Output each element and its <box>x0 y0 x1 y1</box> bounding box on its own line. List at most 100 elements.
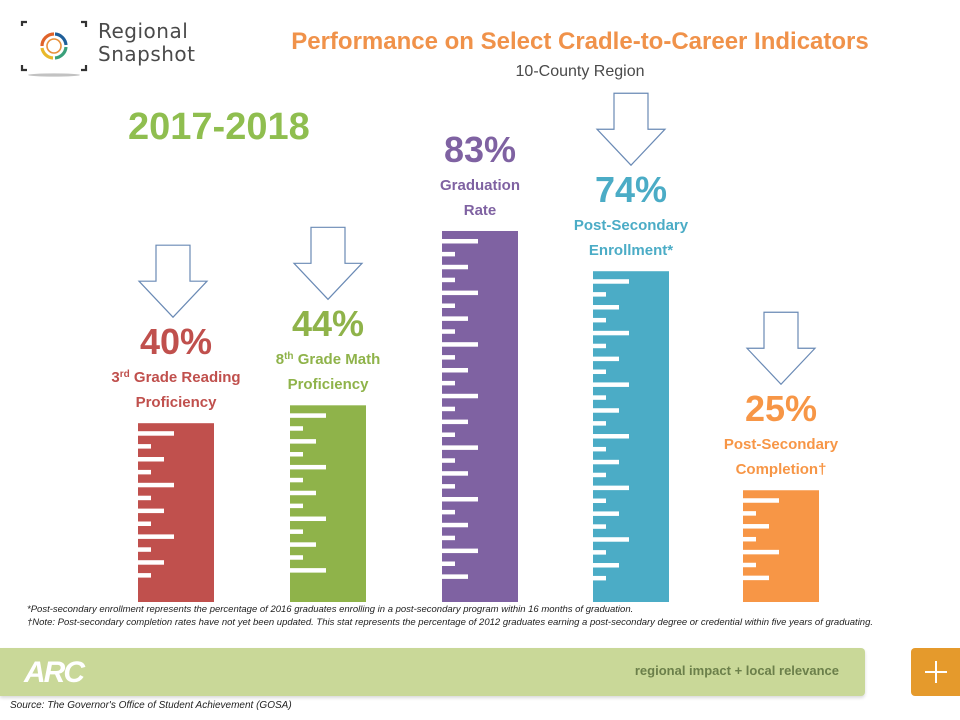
ruler-tick <box>442 329 455 334</box>
ruler-tick <box>442 522 468 528</box>
bar-group <box>442 230 518 603</box>
ruler-tick <box>743 549 779 555</box>
ruler-tick <box>593 382 629 387</box>
arc-logo: ARC <box>24 656 85 689</box>
ruler-tick <box>442 393 478 399</box>
ruler-tick <box>290 439 316 444</box>
ruler-tick <box>442 316 468 321</box>
ruler-tick <box>138 444 151 449</box>
category-label-line: Proficiency <box>287 376 369 394</box>
ruler-tick <box>138 560 164 565</box>
ruler-tick <box>442 290 478 296</box>
category-label-line: Enrollment* <box>588 242 674 260</box>
ruler-tick <box>743 524 769 529</box>
down-arrow-icon <box>137 244 209 319</box>
ruler-tick <box>290 529 303 534</box>
ruler-tick <box>290 516 326 522</box>
ruler-tick <box>593 446 606 452</box>
ruler-tick <box>290 464 326 470</box>
category-label: Graduation Rate <box>390 173 570 223</box>
ruler-tick <box>442 367 468 373</box>
logo-line-1: Regional <box>98 19 189 43</box>
ruler-tick <box>138 457 164 462</box>
footer-tagline: regional impact + local relevance <box>634 663 839 678</box>
ruler-tick <box>593 537 629 542</box>
down-arrow-icon <box>595 92 667 167</box>
ruler-tick <box>593 330 629 336</box>
ruler-tick <box>442 509 455 515</box>
ruler-tick <box>593 459 619 465</box>
ruler-tick <box>442 355 455 360</box>
value-label: 25% <box>744 388 818 430</box>
bar-group <box>138 423 214 602</box>
value-label: 83% <box>443 128 517 170</box>
footnote-enrollment: *Post-secondary enrollment represents th… <box>27 604 634 615</box>
ruler-tick <box>442 561 455 566</box>
ruler-tick <box>138 469 151 475</box>
ruler-tick <box>442 419 468 425</box>
footer-band: ARC regional impact + local relevance <box>0 648 865 696</box>
ruler-tick <box>442 458 455 463</box>
ruler-tick <box>442 445 478 450</box>
ruler-tick <box>290 555 303 560</box>
ruler-tick <box>593 395 606 400</box>
ruler-tick <box>593 511 619 516</box>
footnotes: *Post-secondary enrollment represents th… <box>27 603 947 629</box>
ruler-tick <box>138 482 174 488</box>
ruler-tick <box>138 547 151 552</box>
ruler-tick <box>138 431 174 436</box>
page-title: Performance on Select Cradle-to-Career I… <box>291 28 869 55</box>
ruler-tick <box>593 575 606 581</box>
ruler-tick <box>442 264 468 270</box>
value-label: 44% <box>291 303 365 345</box>
ruler-tick <box>593 421 606 426</box>
value-label: 74% <box>594 169 668 211</box>
ruler-tick <box>290 503 303 509</box>
ruler-tick <box>290 452 303 457</box>
category-label-line: Post-Secondary <box>573 217 689 235</box>
bar-group <box>593 271 669 602</box>
camera-focus-icon <box>20 20 88 77</box>
category-label: 3rd Grade Reading Proficiency <box>86 365 266 415</box>
ruler-tick <box>442 574 468 579</box>
ruler-tick <box>138 573 151 578</box>
ruler-tick <box>593 279 629 284</box>
ruler-tick <box>743 511 756 516</box>
ruler-tick <box>442 303 455 308</box>
ruler-tick <box>593 369 606 375</box>
ruler-tick <box>743 536 756 542</box>
ruler-tick <box>593 485 629 491</box>
value-label: 40% <box>139 321 213 363</box>
ruler-tick <box>442 406 455 412</box>
category-label-line: 3rd Grade Reading <box>111 369 241 387</box>
indicator-bar-chart <box>137 92 819 603</box>
ruler-tick <box>442 496 478 502</box>
ruler-tick <box>442 484 455 489</box>
bar-group <box>290 405 366 602</box>
ruler-tick <box>290 477 303 483</box>
ruler-tick <box>290 413 326 418</box>
ruler-tick <box>442 432 455 437</box>
ruler-tick <box>442 277 455 283</box>
ruler-tick <box>593 498 606 504</box>
category-label-line: Graduation <box>439 176 520 194</box>
ruler-tick <box>442 380 455 386</box>
plus-button[interactable] <box>911 648 960 696</box>
ruler-tick <box>593 563 619 568</box>
category-label: Post-Secondary Enrollment* <box>541 213 721 263</box>
bar-group <box>743 490 819 602</box>
ruler-tick <box>593 550 606 555</box>
footnote-completion: †Note: Post-secondary completion rates h… <box>27 617 874 628</box>
ruler-tick <box>442 535 455 541</box>
ruler-tick <box>138 508 164 514</box>
ruler-tick <box>593 292 606 297</box>
ruler-tick <box>442 548 478 554</box>
logo-line-2: Snapshot <box>98 42 196 66</box>
ruler-tick <box>743 575 769 581</box>
year-heading: 2017-2018 <box>128 106 310 148</box>
ruler-tick <box>442 342 478 347</box>
ruler-tick <box>138 534 174 539</box>
ruler-tick <box>290 568 326 573</box>
category-label: 8th Grade Math Proficiency <box>238 347 418 397</box>
bar <box>442 230 518 603</box>
